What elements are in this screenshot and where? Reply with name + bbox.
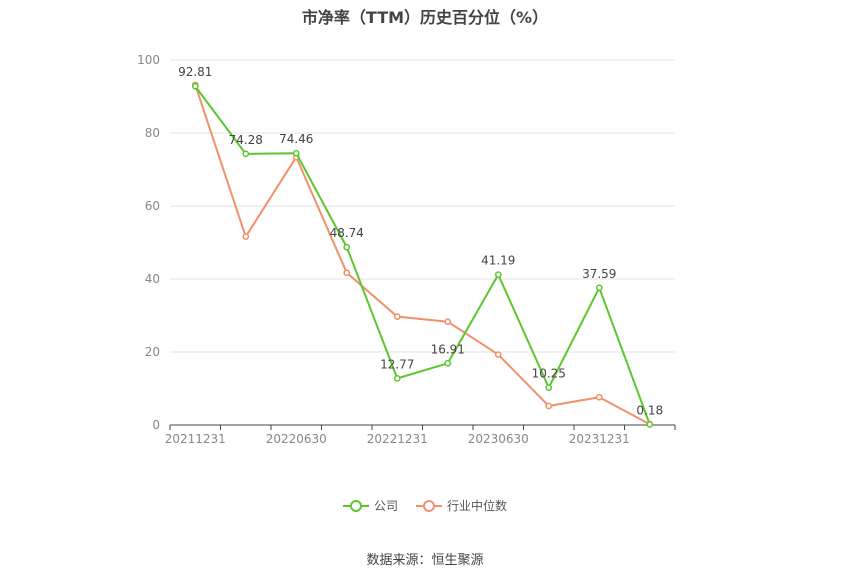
data-label: 48.74: [330, 226, 364, 240]
data-point: [545, 384, 553, 391]
chart-title: 市净率（TTM）历史百分位（%）: [301, 8, 549, 27]
series-line: [194, 84, 651, 426]
y-tick-label: 0: [152, 418, 160, 432]
data-label: 74.28: [229, 133, 263, 147]
x-tick-label: 20230630: [468, 432, 529, 446]
legend-item[interactable]: 行业中位数: [416, 497, 507, 514]
data-point: [242, 150, 250, 158]
data-point: [242, 233, 250, 241]
y-tick-label: 40: [145, 272, 160, 286]
data-point: [595, 284, 603, 292]
legend-item[interactable]: 公司: [342, 497, 398, 514]
legend-label: 行业中位数: [447, 499, 508, 513]
data-label: 0.18: [636, 403, 663, 417]
data-label: 37.59: [582, 267, 616, 281]
data-point: [646, 420, 654, 428]
data-point: [444, 359, 452, 367]
data-point: [444, 318, 452, 326]
data-point: [494, 351, 502, 358]
series-line: [194, 85, 651, 425]
data-label: 92.81: [178, 65, 212, 79]
data-point: [393, 375, 401, 382]
data-label: 41.19: [481, 254, 515, 268]
data-point: [393, 313, 401, 320]
y-tick-label: 20: [145, 345, 160, 359]
data-point: [494, 271, 502, 279]
axes: 0 20 40 60 80 100 20211231 20220630 20221231 2023…: [137, 53, 676, 446]
y-tick-label: 100: [137, 53, 160, 67]
data-point: [343, 243, 351, 251]
data-point: [343, 269, 351, 277]
grid-lines: [170, 59, 675, 353]
data-point: [595, 393, 603, 401]
data-label: 12.77: [380, 357, 414, 371]
y-tick-label: 80: [145, 126, 160, 140]
legend-swatch-icon: [342, 499, 369, 513]
data-point: [292, 149, 300, 157]
legend-swatch-icon: [416, 499, 442, 513]
x-tick-label: 20231231: [569, 432, 630, 446]
data-point: [191, 82, 199, 90]
x-tick-label: 20211231: [165, 432, 226, 446]
data-point: [545, 402, 553, 410]
x-tick-label: 20220630: [266, 432, 327, 446]
data-label: 74.46: [279, 132, 313, 146]
data-source-note: 数据来源：恒生聚源: [366, 553, 484, 568]
legend: 公司 行业中位数: [0, 497, 850, 514]
legend-label: 公司: [373, 499, 398, 513]
data-label: 16.91: [431, 342, 465, 356]
x-tick-label: 20221231: [367, 432, 428, 446]
series-lines: [191, 81, 654, 428]
data-labels: 92.81 74.28 74.46 48.74 12.77 16.91 41.19 10.25…: [178, 65, 663, 417]
data-label: 10.25: [532, 367, 566, 381]
y-tick-label: 60: [145, 199, 160, 213]
